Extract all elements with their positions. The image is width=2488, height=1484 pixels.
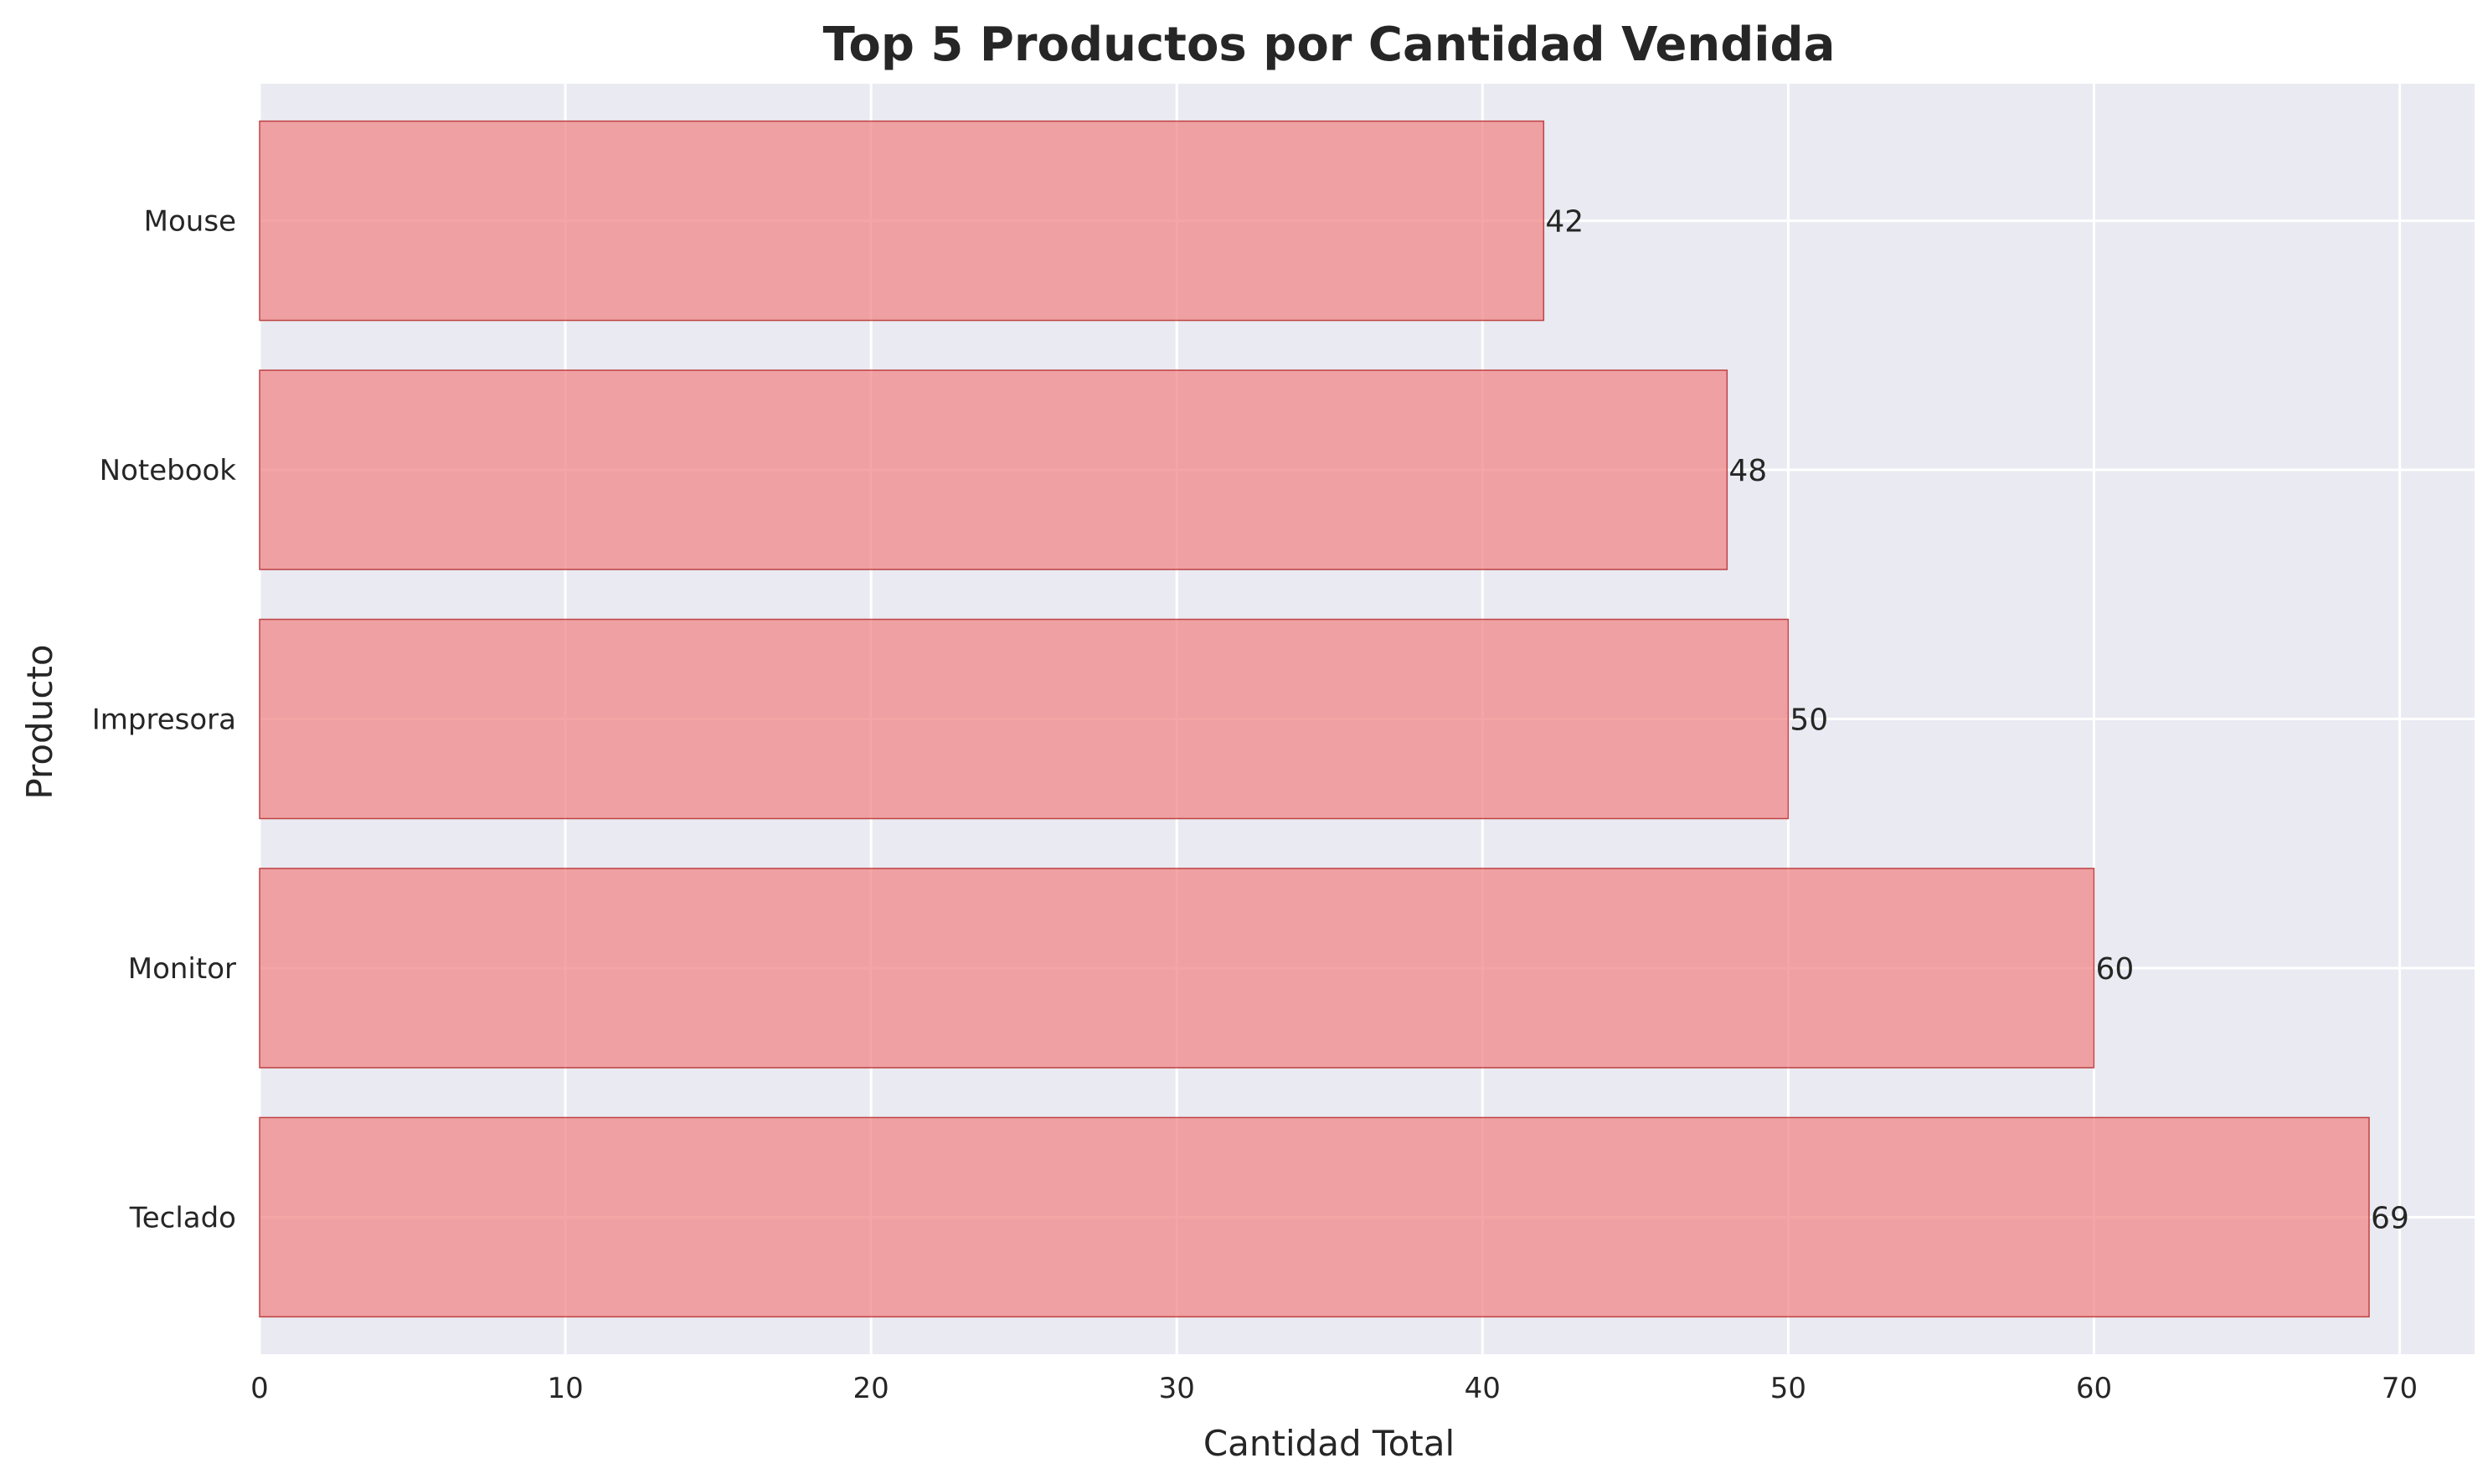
data-label-impresora: 50 [1790, 703, 1828, 738]
x-tick-label: 10 [547, 1372, 583, 1405]
y-tick-labels: Teclado Monitor Impresora Notebook Mouse [92, 205, 237, 1235]
bar-impresora [259, 618, 1790, 820]
bar-teclado [259, 1116, 2370, 1318]
x-tick-labels: 0 10 20 30 40 50 60 70 [250, 1372, 2418, 1405]
y-tick-label-impresora: Impresora [92, 703, 236, 737]
y-tick-label-mouse: Mouse [144, 205, 236, 239]
x-tick-label: 40 [1465, 1372, 1501, 1405]
y-axis-label: Producto [19, 644, 60, 799]
bar-mouse [259, 120, 1545, 322]
data-label-monitor: 60 [2095, 952, 2134, 987]
data-label-mouse: 42 [1545, 205, 1584, 240]
x-tick-label: 50 [1770, 1372, 1806, 1405]
x-tick-label: 70 [2382, 1372, 2418, 1405]
bars [259, 120, 2370, 1318]
bar-notebook [259, 369, 1728, 570]
y-tick-label-teclado: Teclado [129, 1201, 236, 1234]
x-tick-label: 60 [2076, 1372, 2112, 1405]
data-label-notebook: 48 [1728, 454, 1767, 488]
y-tick-label-notebook: Notebook [100, 454, 237, 487]
data-label-teclado: 69 [2371, 1201, 2409, 1235]
x-tick-label: 20 [853, 1372, 889, 1405]
y-tick-label-monitor: Monitor [128, 952, 236, 986]
data-labels: 69 60 50 48 42 [1545, 205, 2409, 1236]
bar-monitor [259, 868, 2095, 1069]
chart-title: Top 5 Productos por Cantidad Vendida [823, 18, 1836, 72]
x-axis-label: Cantidad Total [1203, 1423, 1455, 1464]
x-tick-label: 30 [1159, 1372, 1195, 1405]
x-tick-label: 0 [250, 1372, 269, 1405]
